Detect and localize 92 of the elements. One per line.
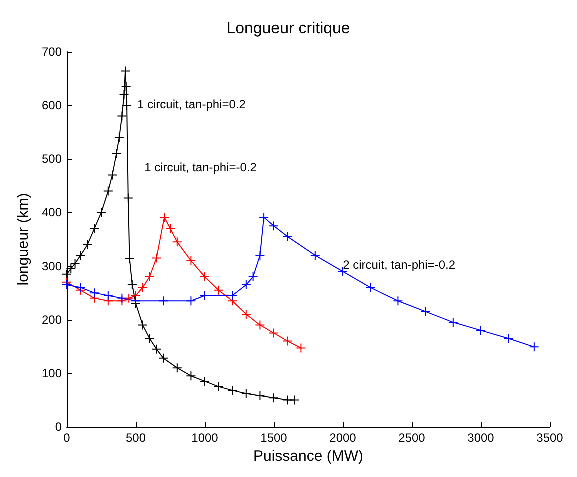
point [241,310,252,320]
point [448,318,458,328]
point [90,288,100,298]
point [108,170,118,180]
point [241,388,252,399]
point [62,269,72,280]
point [158,296,169,306]
point [138,320,148,330]
point [152,344,162,354]
y-tick-label: 0 [55,420,62,434]
y-tick-label: 600 [42,98,62,113]
point [255,320,266,330]
point [248,272,258,282]
point [124,254,135,264]
point [158,353,169,364]
point [200,272,210,282]
point [117,293,128,304]
point [186,296,196,306]
point [393,296,404,306]
point [228,290,238,301]
point [214,382,224,392]
point [117,111,128,122]
point [76,250,86,261]
point [119,90,130,100]
point [127,280,138,290]
x-tick-label: 500 [126,431,146,445]
point [529,342,540,352]
point [112,148,122,159]
point [269,328,279,338]
y-axis-title: longueur (km) [15,193,32,286]
y-tick-label: 500 [42,152,62,166]
point [228,386,238,396]
point [131,296,141,306]
x-tick-label: 2000 [330,431,357,445]
point [186,371,196,382]
point [214,285,224,296]
point [172,237,182,248]
point [200,290,210,301]
x-tick-label: 1500 [260,431,288,445]
point [124,293,134,304]
annotation: 1 circuit, tan-phi=-0.2 [144,160,258,175]
point [366,282,376,293]
y-tick-label: 200 [42,312,62,327]
point [121,82,132,92]
x-tick-label: 3500 [536,431,564,445]
annotation: 2 circuit, tan-phi=-0.2 [343,258,456,272]
point [123,193,134,204]
point [76,282,86,293]
point [282,336,293,346]
point [90,224,100,234]
annotation: 1 circuit, tan-phi=0.2 [138,97,246,112]
point [186,256,196,266]
y-tick-label: 700 [42,45,62,59]
point [290,395,300,406]
point [269,393,279,404]
point [62,280,72,290]
point [296,343,306,354]
point [255,390,266,401]
point [144,272,155,282]
point [70,258,80,269]
x-tick-label: 0 [64,431,71,445]
point [420,306,431,317]
point [152,253,162,264]
point [172,363,182,374]
point [200,376,210,386]
y-tick-label: 100 [42,366,62,380]
point [82,240,93,250]
point [96,208,106,218]
x-tick-label: 2500 [398,431,426,445]
x-tick-label: 1000 [192,431,219,445]
y-tick-label: 400 [42,206,62,220]
point [504,334,514,344]
point [103,186,114,196]
point [66,264,76,274]
chart-title: Longueur critique [226,20,350,38]
y-tick-label: 300 [42,259,62,274]
point [144,334,155,344]
x-tick-label: 3000 [468,431,495,445]
point [476,326,486,336]
point [122,100,132,111]
point [114,132,124,143]
point [269,221,279,232]
point [259,212,270,223]
x-axis-title: Puissance (MW) [253,448,364,465]
point [310,250,320,261]
point [241,280,252,290]
point [282,232,293,242]
point [166,224,176,234]
point [138,282,148,293]
point [160,212,170,223]
point [103,290,114,301]
point [255,250,266,261]
